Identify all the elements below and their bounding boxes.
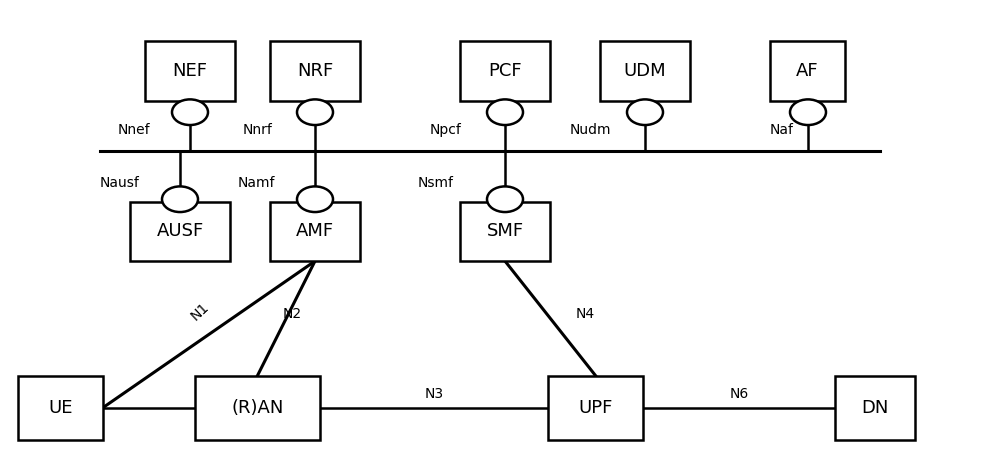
Text: (R)AN: (R)AN — [231, 398, 284, 417]
Text: Npcf: Npcf — [430, 123, 462, 137]
Ellipse shape — [790, 99, 826, 125]
FancyBboxPatch shape — [770, 41, 845, 101]
Text: Nnef: Nnef — [118, 123, 151, 137]
Text: AMF: AMF — [296, 222, 334, 240]
Text: Nnrf: Nnrf — [243, 123, 273, 137]
FancyBboxPatch shape — [145, 41, 235, 101]
Text: Nausf: Nausf — [100, 176, 140, 190]
Text: N6: N6 — [729, 387, 749, 401]
Text: N3: N3 — [424, 387, 444, 401]
FancyBboxPatch shape — [18, 376, 103, 440]
Text: PCF: PCF — [488, 62, 522, 80]
FancyBboxPatch shape — [270, 202, 360, 261]
Text: DN: DN — [861, 398, 889, 417]
Text: N4: N4 — [575, 307, 594, 321]
Text: Nudm: Nudm — [570, 123, 612, 137]
FancyBboxPatch shape — [195, 376, 320, 440]
FancyBboxPatch shape — [600, 41, 690, 101]
Ellipse shape — [297, 99, 333, 125]
Ellipse shape — [172, 99, 208, 125]
FancyBboxPatch shape — [270, 41, 360, 101]
Text: Nsmf: Nsmf — [418, 176, 454, 190]
Text: AUSF: AUSF — [156, 222, 204, 240]
FancyBboxPatch shape — [548, 376, 643, 440]
Ellipse shape — [627, 99, 663, 125]
Text: N2: N2 — [283, 307, 302, 321]
Text: UDM: UDM — [624, 62, 666, 80]
FancyBboxPatch shape — [460, 202, 550, 261]
Text: UE: UE — [48, 398, 73, 417]
Ellipse shape — [297, 186, 333, 212]
Text: Namf: Namf — [238, 176, 276, 190]
Text: UPF: UPF — [578, 398, 613, 417]
Ellipse shape — [487, 186, 523, 212]
Text: N1: N1 — [188, 300, 212, 323]
Text: AF: AF — [796, 62, 819, 80]
Text: Naf: Naf — [770, 123, 794, 137]
Ellipse shape — [162, 186, 198, 212]
Text: NEF: NEF — [173, 62, 208, 80]
Text: SMF: SMF — [486, 222, 524, 240]
FancyBboxPatch shape — [835, 376, 915, 440]
FancyBboxPatch shape — [130, 202, 230, 261]
FancyBboxPatch shape — [460, 41, 550, 101]
Ellipse shape — [487, 99, 523, 125]
Text: NRF: NRF — [297, 62, 333, 80]
